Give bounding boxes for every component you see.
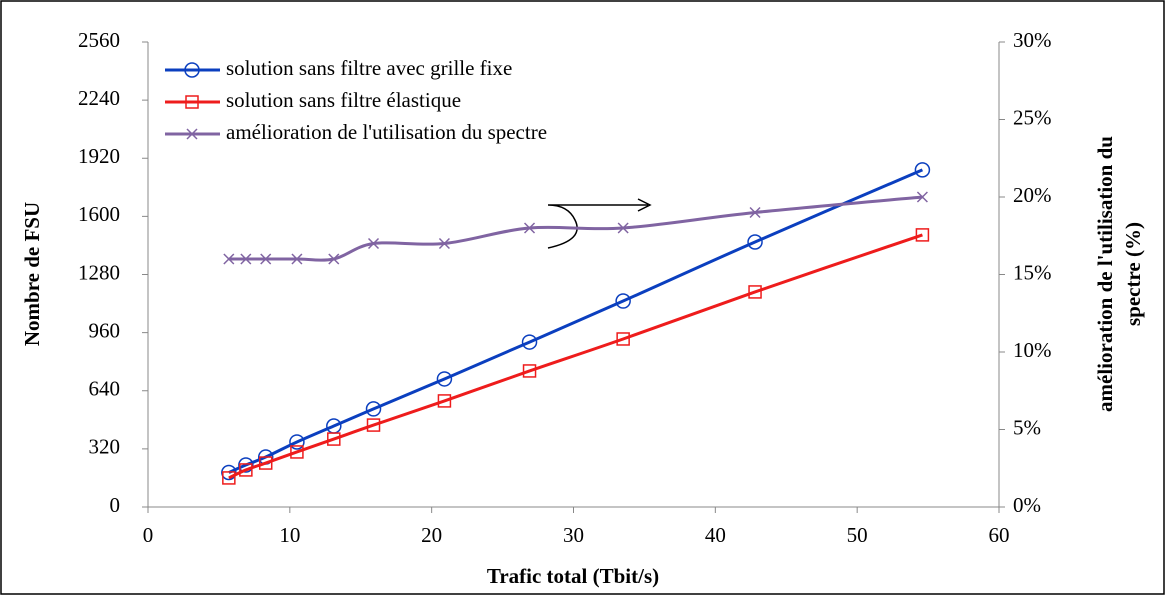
legend-marker (185, 95, 199, 109)
data-point (327, 432, 341, 446)
data-point (749, 206, 761, 219)
data-point (222, 471, 236, 485)
x-tick-label: 0 (143, 523, 154, 547)
y-tick-label: 1920 (78, 144, 120, 168)
data-point (290, 445, 304, 459)
data-point (223, 253, 235, 265)
x-tick-label: 60 (989, 523, 1010, 547)
data-point (238, 457, 254, 473)
y-tick-label: 960 (89, 318, 121, 342)
y2-tick-label: 30% (1013, 28, 1052, 52)
y-tick-label: 0 (110, 493, 121, 517)
data-point (616, 332, 630, 346)
legend-label: solution sans filtre élastique (226, 88, 461, 112)
data-point (221, 464, 237, 481)
y-tick-label: 640 (89, 377, 121, 401)
legend-label: amélioration de l'utilisation du spectre (226, 120, 547, 144)
y-tick-label: 2240 (78, 86, 120, 110)
legend-marker (186, 128, 198, 140)
y-tick-label: 320 (89, 435, 121, 459)
data-point (748, 285, 762, 299)
data-point (914, 162, 931, 178)
y2-tick-label: 15% (1013, 260, 1052, 284)
legend: solution sans filtre avec grille fixe sol… (160, 50, 695, 162)
x-tick-label: 40 (705, 523, 726, 547)
data-point (615, 293, 631, 309)
data-point (524, 222, 536, 234)
x-tick-label: 50 (847, 523, 868, 547)
data-point (521, 334, 538, 350)
x-tick-label: 30 (563, 523, 584, 547)
data-point (239, 463, 253, 477)
y2-axis-title: spectre (%) (1121, 222, 1145, 326)
y-tick-label: 1280 (78, 260, 120, 284)
data-point (291, 253, 303, 265)
data-point (915, 228, 930, 242)
data-point (436, 371, 453, 387)
data-point (289, 434, 305, 450)
x-axis-title: Trafic total (Tbit/s) (487, 564, 659, 588)
y-tick-label: 1600 (78, 202, 120, 226)
y2-tick-label: 10% (1013, 338, 1052, 362)
data-point (747, 234, 763, 250)
legend-marker (184, 62, 200, 78)
legend-box (160, 50, 695, 162)
data-point (367, 237, 380, 250)
series-line (228, 233, 923, 480)
y2-tick-label: 20% (1013, 183, 1052, 207)
data-point (328, 253, 340, 265)
x-tick-label: 20 (421, 523, 442, 547)
y2-tick-label: 25% (1013, 105, 1052, 129)
data-point (258, 456, 273, 470)
data-point (240, 253, 252, 265)
y2-axis-title: amélioration de l'utilisation du (1093, 136, 1117, 412)
data-point (437, 394, 452, 408)
data-point (916, 191, 928, 203)
annotation-arrow (547, 198, 652, 249)
data-point (260, 253, 272, 265)
y2-tick-label: 0% (1013, 493, 1041, 517)
data-point (438, 237, 450, 250)
y-axis-title: Nombre de FSU (20, 202, 44, 346)
y-tick-label: 2560 (78, 28, 120, 52)
data-point (365, 401, 382, 417)
data-point (617, 222, 629, 234)
data-point (522, 364, 537, 378)
x-tick-label: 10 (279, 523, 300, 547)
y2-tick-label: 5% (1013, 415, 1041, 439)
legend-label: solution sans filtre avec grille fixe (226, 56, 512, 80)
data-point (366, 418, 381, 432)
